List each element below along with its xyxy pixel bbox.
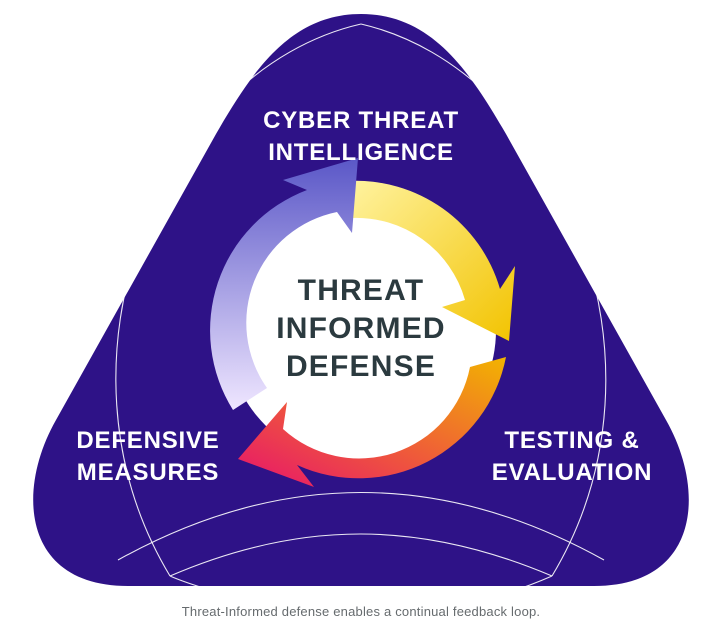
label-left-line2: MEASURES	[77, 459, 219, 486]
center-label: THREAT INFORMED DEFENSE	[276, 274, 446, 383]
center-line1: THREAT	[298, 274, 425, 307]
caption-text: Threat-Informed defense enables a contin…	[0, 604, 722, 619]
diagram-stage: CYBER THREAT INTELLIGENCE DEFENSIVE MEAS…	[0, 0, 722, 641]
label-left-line1: DEFENSIVE	[76, 427, 219, 454]
label-top-line1: CYBER THREAT	[263, 107, 459, 134]
label-top-line2: INTELLIGENCE	[268, 139, 454, 166]
label-right-line1: TESTING &	[504, 427, 639, 454]
center-line3: DEFENSE	[286, 350, 436, 383]
label-right-line2: EVALUATION	[492, 459, 652, 486]
center-line2: INFORMED	[276, 312, 446, 345]
threat-informed-defense-diagram: CYBER THREAT INTELLIGENCE DEFENSIVE MEAS…	[0, 0, 722, 641]
